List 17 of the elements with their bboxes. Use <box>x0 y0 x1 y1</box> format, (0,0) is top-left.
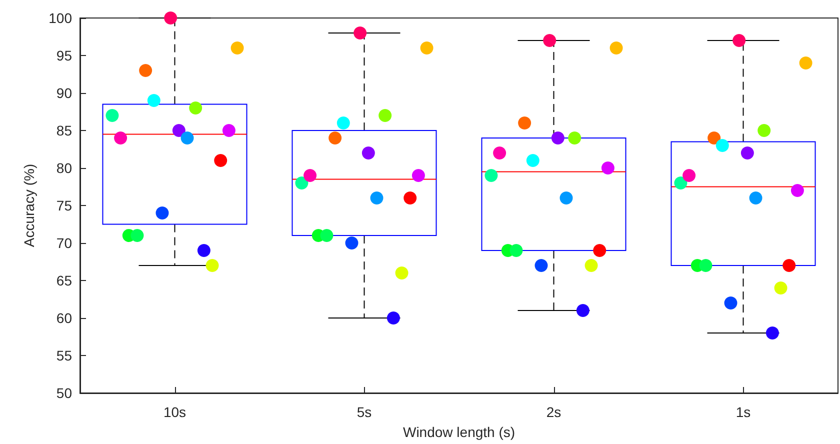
x-tick-label: 1s <box>736 404 751 420</box>
y-tick-label: 50 <box>56 385 72 401</box>
y-tick-label: 90 <box>56 85 72 101</box>
y-axis-title: Accuracy (%) <box>21 164 37 248</box>
y-tick-label: 85 <box>56 122 72 138</box>
y-tick-label: 80 <box>56 160 72 176</box>
y-tick-label: 60 <box>56 310 72 326</box>
y-tick-label: 95 <box>56 48 72 64</box>
y-tick-label: 75 <box>56 198 72 214</box>
y-tick-label: 70 <box>56 235 72 251</box>
y-tick-label: 100 <box>48 10 72 26</box>
y-tick-label: 55 <box>56 348 72 364</box>
x-tick-label: 2s <box>546 404 562 420</box>
x-tick-label: 10s <box>163 404 186 420</box>
y-tick-label: 65 <box>56 272 72 288</box>
x-tick-label: 5s <box>356 404 372 420</box>
x-axis-title: Window length (s) <box>402 424 516 440</box>
